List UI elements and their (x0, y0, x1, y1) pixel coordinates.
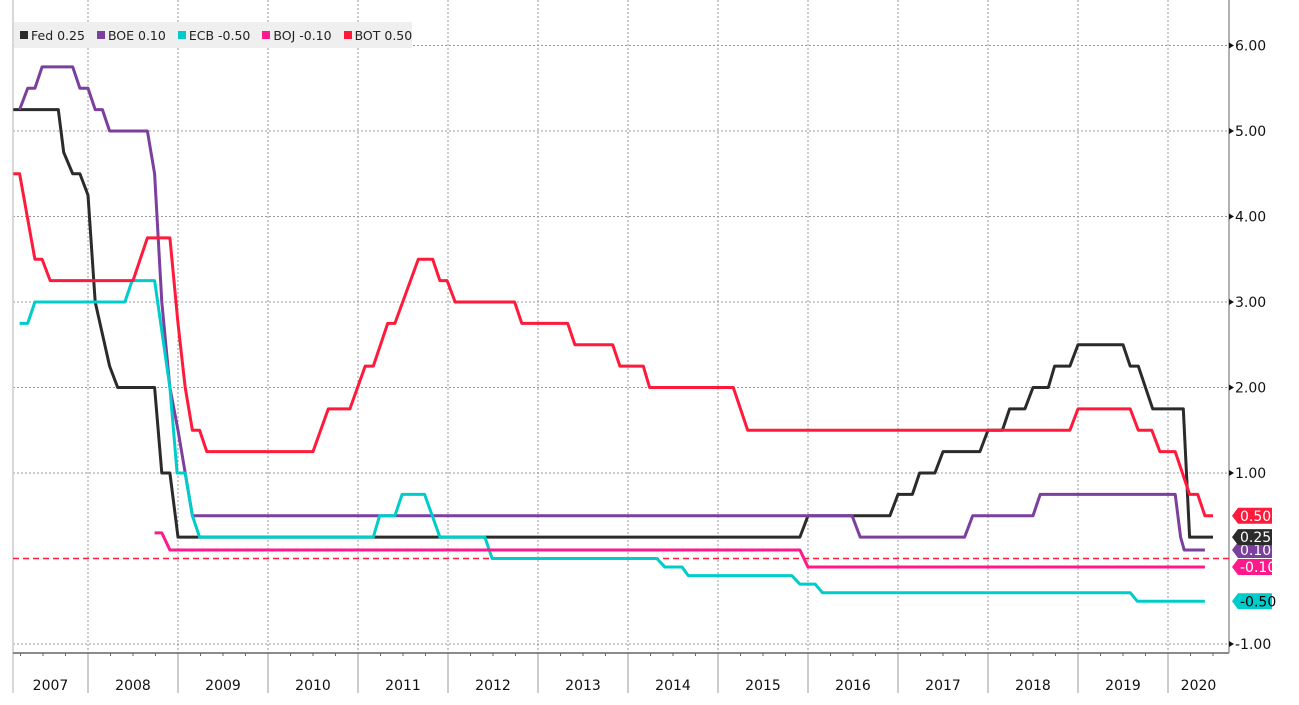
last-value-tag-ecb: -0.50 (1232, 593, 1276, 610)
last-value-tag-boj: -0.10 (1232, 559, 1276, 576)
tag-shape (1232, 529, 1272, 546)
tag-value: 0.25 (1240, 530, 1271, 546)
x-tick-label: 2007 (33, 678, 69, 694)
legend-item-boe: BOE 0.10 (96, 27, 166, 43)
y-tick-arrow (1229, 641, 1234, 647)
y-tick-label: 3.00 (1235, 295, 1266, 311)
series-line-boe (18, 65, 1205, 552)
y-tick-label: 6.00 (1235, 39, 1266, 55)
legend-swatch (343, 31, 352, 39)
y-tick-arrow (1229, 213, 1234, 220)
legend-item-fed: Fed 0.25 (20, 28, 85, 43)
tag-shape (1232, 593, 1272, 610)
legend-swatch (20, 31, 28, 39)
legend-label: BOJ -0.10 (273, 27, 332, 43)
series-line-ecb (19, 279, 1205, 603)
x-tick-label: 2008 (115, 678, 151, 694)
x-tick-label: 2017 (925, 678, 961, 694)
y-tick-label: 1.00 (1235, 466, 1266, 482)
x-tick-label: 2018 (1015, 678, 1051, 694)
y-tick-label: 2.00 (1235, 381, 1266, 397)
legend-item-ecb: ECB -0.50 (177, 27, 251, 43)
x-tick-label: 2014 (655, 678, 691, 694)
legend-item-bot: BOT 0.50 (343, 27, 413, 43)
legend-item-boj: BOJ -0.10 (262, 27, 332, 43)
x-tick-label: 2013 (565, 678, 601, 694)
last-value-tag-fed: 0.25 (1232, 529, 1272, 546)
tag-value: 0.10 (1240, 543, 1271, 559)
series-line-boj (154, 531, 1205, 569)
tag-value: 0.50 (1240, 509, 1271, 525)
x-tick-label: 2015 (745, 678, 781, 694)
y-tick-arrow (1229, 384, 1234, 391)
y-tick-arrow (1229, 42, 1234, 49)
y-tick-arrow (1229, 299, 1234, 305)
legend-swatch (96, 31, 105, 39)
x-tick-label: 2011 (385, 678, 421, 694)
legend-label: ECB -0.50 (188, 27, 251, 43)
legend-label: BOE 0.10 (107, 27, 166, 43)
y-tick-label: -1.00 (1235, 637, 1271, 653)
x-tick-label: 2019 (1105, 678, 1141, 694)
series-line-fed (13, 108, 1213, 539)
tag-shape (1232, 541, 1272, 558)
tag-value: -0.50 (1240, 594, 1276, 610)
legend-label: BOT 0.50 (354, 27, 413, 43)
legend: Fed 0.25 BOE 0.10 ECB -0.50 BOJ -0.10 BOT 0.… (14, 22, 412, 48)
x-tick-label: 2010 (295, 678, 331, 694)
y-tick-arrow (1229, 470, 1234, 476)
y-tick-label: 5.00 (1235, 124, 1266, 140)
series-line-bot (13, 172, 1213, 518)
last-value-tag-bot: 0.50 (1232, 507, 1272, 525)
y-tick-arrow (1229, 128, 1234, 134)
x-tick-label: 2009 (205, 678, 241, 694)
legend-swatch (262, 31, 271, 39)
tag-value: -0.10 (1240, 560, 1276, 576)
tag-shape (1232, 559, 1272, 576)
x-tick-label: 2020 (1181, 678, 1217, 694)
last-value-tag-boe: 0.10 (1232, 541, 1272, 559)
legend-label: Fed 0.25 (31, 27, 85, 43)
x-tick-label: 2012 (475, 678, 511, 694)
y-tick-label: 4.00 (1235, 210, 1266, 226)
legend-swatch (177, 31, 186, 39)
tag-shape (1232, 507, 1272, 524)
x-tick-label: 2016 (835, 678, 871, 694)
